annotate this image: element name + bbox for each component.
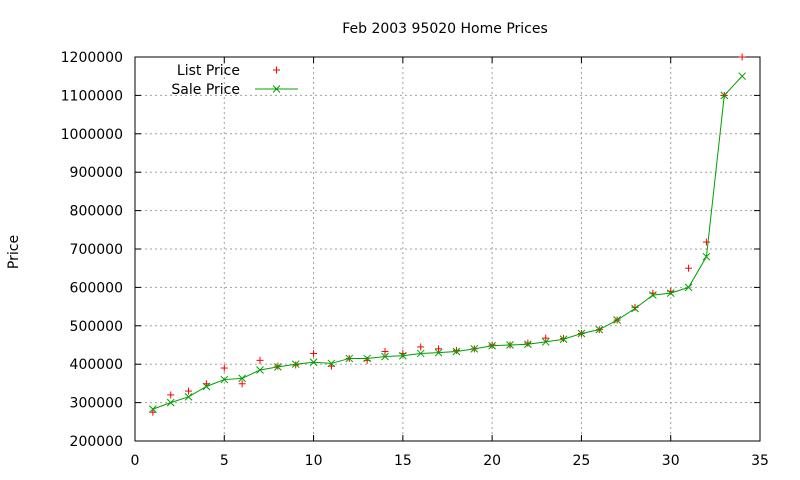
- data-point: [452, 347, 461, 356]
- data-point: [559, 335, 568, 344]
- data-point: [435, 345, 443, 353]
- data-point: [613, 316, 621, 324]
- data-point: [399, 351, 407, 360]
- data-point: [381, 352, 389, 361]
- tick-labels: 0 5 10 15 20 25 30 35 200000 300000 400000 500000 60…: [61, 50, 769, 469]
- legend-label: Sale Price: [171, 82, 240, 98]
- x-tick-label: 20: [483, 453, 501, 469]
- data-point: [363, 354, 371, 363]
- y-tick-label: 500000: [70, 319, 123, 335]
- series-list-price: [149, 53, 746, 416]
- y-tick-label: 400000: [70, 357, 123, 373]
- data-point: [488, 341, 496, 350]
- data-point: [220, 364, 228, 372]
- x-tick-label: 5: [220, 453, 229, 469]
- data-point: [524, 339, 532, 347]
- data-point: [184, 392, 193, 401]
- legend-marker: [272, 85, 281, 93]
- data-point: [309, 358, 318, 367]
- data-point: [434, 348, 443, 357]
- data-point: [417, 343, 425, 351]
- data-series: [149, 53, 746, 416]
- x-tick-label: 25: [573, 453, 591, 469]
- legend-entry: Sale Price: [171, 82, 298, 98]
- data-point: [310, 349, 318, 357]
- data-point: [238, 380, 246, 388]
- y-tick-label: 600000: [70, 280, 123, 296]
- data-point: [506, 341, 514, 349]
- data-point: [149, 408, 157, 416]
- data-point: [595, 325, 604, 334]
- data-point: [577, 329, 586, 338]
- data-point: [291, 360, 300, 369]
- data-point: [524, 340, 532, 349]
- data-point: [720, 91, 729, 100]
- x-tick-label: 30: [662, 453, 680, 469]
- data-point: [202, 382, 211, 391]
- y-tick-label: 1100000: [61, 88, 123, 104]
- data-point: [738, 72, 746, 81]
- data-point: [631, 304, 639, 313]
- y-tick-label: 1200000: [61, 50, 123, 66]
- axes: [134, 56, 761, 442]
- data-point: [649, 291, 657, 299]
- y-tick-label: 900000: [70, 165, 123, 181]
- data-point: [274, 363, 282, 371]
- x-tick-label: 35: [751, 453, 769, 469]
- data-point: [685, 264, 693, 272]
- data-point: [381, 348, 389, 356]
- data-point: [256, 366, 264, 374]
- data-point: [167, 391, 175, 399]
- x-tick-label: 10: [305, 453, 323, 469]
- data-point: [542, 334, 550, 342]
- data-point: [256, 356, 264, 364]
- series-line: [152, 75, 743, 410]
- y-tick-label: 1000000: [61, 127, 123, 143]
- data-point: [702, 238, 710, 246]
- chart-title: Feb 2003 95020 Home Prices: [342, 21, 548, 37]
- data-point: [738, 53, 746, 61]
- data-point: [470, 344, 479, 353]
- x-tick-label: 15: [394, 453, 412, 469]
- data-point: [452, 346, 460, 354]
- data-point: [684, 283, 693, 292]
- data-point: [702, 252, 711, 261]
- data-point: [166, 398, 175, 407]
- legend-label: List Price: [177, 63, 240, 79]
- y-tick-label: 200000: [70, 434, 123, 450]
- y-tick-label: 800000: [70, 204, 123, 220]
- x-tick-label: 0: [131, 453, 140, 469]
- data-point: [488, 341, 496, 349]
- data-point: [541, 338, 550, 346]
- data-point: [327, 359, 336, 368]
- data-point: [416, 349, 425, 358]
- data-point: [238, 374, 246, 383]
- y-tick-label: 700000: [70, 242, 123, 258]
- legend-marker: [273, 66, 280, 74]
- data-point: [149, 405, 157, 413]
- grid-lines: [135, 57, 760, 441]
- y-axis-label: Price: [6, 235, 22, 269]
- legend-entry: List Price: [177, 63, 280, 79]
- data-point: [666, 289, 675, 298]
- y-tick-label: 300000: [70, 396, 123, 412]
- data-point: [185, 387, 193, 395]
- legend: List Price Sale Price: [171, 63, 298, 98]
- series-sale-price: [149, 72, 746, 413]
- data-point: [345, 354, 354, 363]
- data-point: [220, 375, 229, 384]
